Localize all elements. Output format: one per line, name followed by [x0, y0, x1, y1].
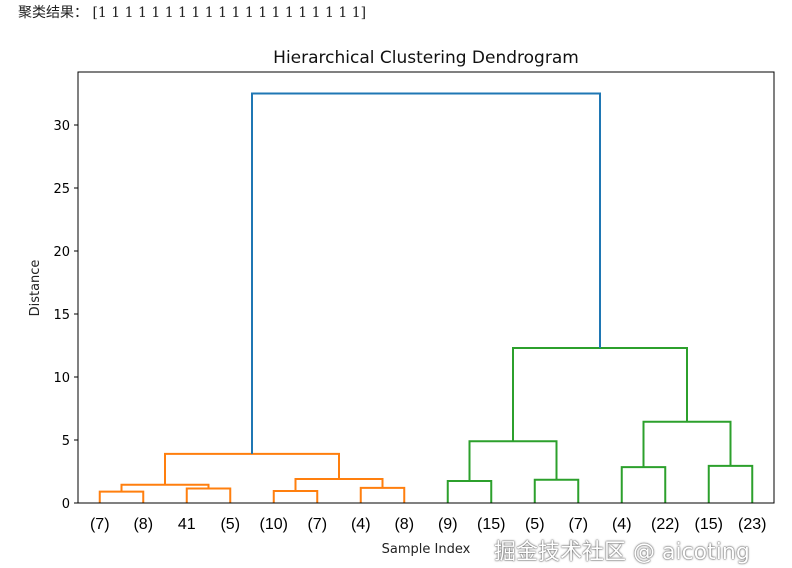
dendrogram-link — [164, 452, 340, 485]
leaf-label: (5) — [220, 516, 240, 533]
leaf-label: (22) — [651, 516, 679, 533]
leaf-label: (9) — [438, 516, 458, 533]
leaf-label: (4) — [612, 516, 632, 533]
leaf-label: (4) — [351, 516, 371, 533]
y-tick-label: 25 — [53, 182, 70, 197]
dendrogram-link — [272, 490, 319, 503]
leaf-label: (7) — [568, 516, 588, 533]
dendrogram-link — [185, 487, 232, 503]
leaf-label: (7) — [90, 516, 110, 533]
dendrogram-link — [707, 464, 754, 503]
y-tick-label: 5 — [62, 434, 70, 449]
leaf-label: (8) — [394, 516, 414, 533]
plot-frame — [77, 71, 775, 504]
leaf-label: (5) — [525, 516, 545, 533]
dendrogram-link — [468, 440, 558, 481]
chart-title: Hierarchical Clustering Dendrogram — [273, 48, 579, 68]
y-axis-label: Distance — [28, 260, 43, 317]
watermark: 掘金技术社区 @ aicoting — [494, 540, 750, 565]
dendrogram-link — [251, 92, 601, 454]
leaf-label: 41 — [178, 516, 196, 533]
y-tick-label: 30 — [53, 119, 70, 134]
y-tick-label: 15 — [53, 308, 70, 323]
leaf-label: (15) — [477, 516, 505, 533]
dendrogram-link — [446, 479, 493, 503]
result-values: [1 1 1 1 1 1 1 1 1 1 1 1 1 1 1 1 1 1 1 1… — [92, 5, 367, 21]
y-tick-label: 10 — [53, 371, 70, 386]
dendrogram-link — [533, 478, 580, 503]
leaf-label: (8) — [133, 516, 153, 533]
y-tick-label: 0 — [62, 497, 70, 512]
x-axis-label: Sample Index — [382, 542, 471, 557]
leaf-label: (23) — [738, 516, 766, 533]
dendrogram-link — [98, 490, 145, 503]
result-label: 聚类结果： — [18, 5, 88, 21]
dendrogram-link — [620, 466, 667, 503]
dendrogram-link — [512, 347, 688, 442]
dendrogram-link — [642, 420, 732, 468]
dendrogram-link — [294, 478, 384, 492]
leaf-label: (10) — [260, 516, 288, 533]
leaf-label: (15) — [695, 516, 723, 533]
dendrogram-link — [359, 486, 406, 503]
cluster-result: 聚类结果： [1 1 1 1 1 1 1 1 1 1 1 1 1 1 1 1 1… — [18, 2, 366, 22]
y-tick-label: 20 — [53, 245, 70, 260]
leaf-label: (7) — [307, 516, 327, 533]
